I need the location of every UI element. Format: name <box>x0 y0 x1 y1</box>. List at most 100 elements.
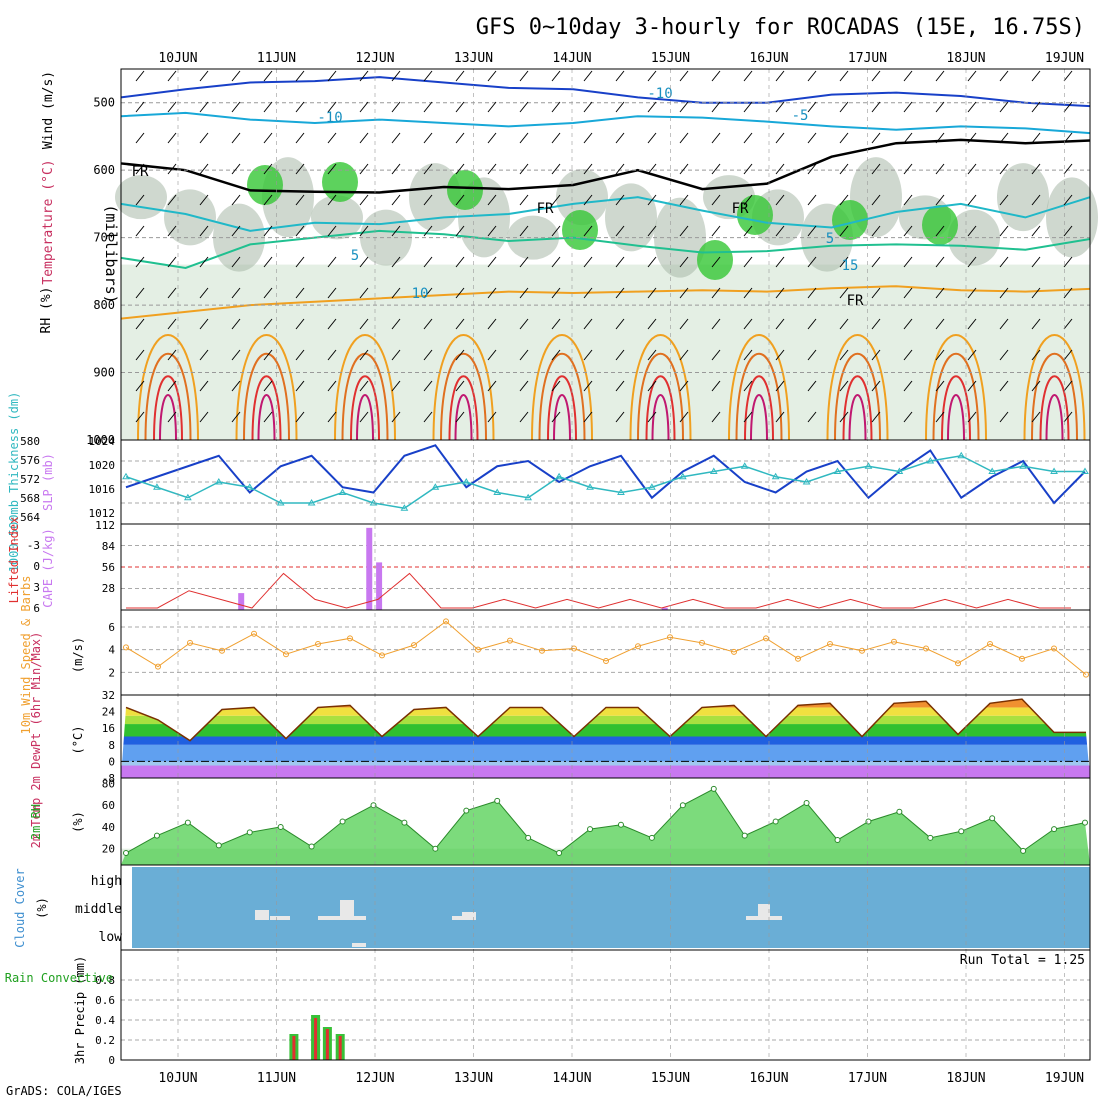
wind-barb <box>967 101 977 113</box>
thickness-marker <box>400 504 409 511</box>
thickness-marker <box>338 488 347 495</box>
wind-barb <box>967 380 977 392</box>
slp-right-tick: 1012 <box>89 507 116 520</box>
wind10-point <box>1019 655 1025 662</box>
chart-title: GFS 0~10day 3-hourly for ROCADAS (15E, 1… <box>476 15 1085 40</box>
wind-barb <box>231 287 241 299</box>
contour-label: 10 <box>412 286 429 302</box>
thickness-marker <box>153 483 161 490</box>
wind-barb <box>391 225 401 237</box>
wind-barb <box>679 287 689 299</box>
cape-right-label: CAPE (J/kg) <box>41 528 55 607</box>
wind-barb <box>903 101 913 113</box>
wind-barb <box>519 132 529 144</box>
wind-barb <box>743 194 753 206</box>
rh-green-blob <box>922 205 958 245</box>
wind-barb <box>775 256 785 268</box>
temp-label: 2m Temp 2m DewPt (6hr Min/Max) <box>29 632 43 849</box>
cloud-block <box>746 916 758 920</box>
wind-barb <box>263 101 273 113</box>
wind-barb <box>647 256 657 268</box>
precip-convective-bar <box>338 1036 342 1060</box>
thickness-marker <box>245 483 254 490</box>
rh-point <box>556 850 563 857</box>
rh-point <box>401 819 408 826</box>
wind-barb <box>1031 132 1041 144</box>
precip-tick: 0.4 <box>95 1014 115 1027</box>
wind-barb <box>231 225 241 237</box>
wind-barb <box>1063 349 1073 361</box>
rh-green-blob <box>322 162 358 202</box>
rh-point <box>339 818 346 825</box>
wind-barb <box>167 70 177 82</box>
wind-barb <box>327 349 337 361</box>
wind-barb <box>519 225 529 237</box>
rh-green-blob <box>247 165 283 205</box>
wind-barb <box>615 349 625 361</box>
wind-barb <box>455 411 465 423</box>
wind10-point <box>251 630 257 637</box>
temp-band <box>121 715 1090 725</box>
thickness-marker <box>1019 462 1028 469</box>
wind-barb <box>1063 194 1073 206</box>
wind-barb <box>839 225 849 237</box>
panel-border <box>120 949 1091 1061</box>
wind10-point <box>603 658 609 664</box>
temperature-contour <box>1045 394 1064 441</box>
wind-barb <box>999 101 1009 113</box>
wind10-point <box>859 647 865 654</box>
wind-barb <box>295 349 305 361</box>
wind-barb <box>903 380 913 392</box>
wind-barb <box>359 163 369 175</box>
cape-right-tick: 28 <box>102 582 115 595</box>
wind-barb <box>1031 163 1041 175</box>
wind-barb <box>487 132 497 144</box>
wind-barb <box>935 132 945 144</box>
contour-label: 15 <box>842 258 859 274</box>
wind-barb <box>327 163 337 175</box>
slp-left-tick: 568 <box>20 492 40 505</box>
date-label-top: 17JUN <box>848 51 887 66</box>
lifted-index-line <box>126 572 1071 609</box>
rh-point <box>927 834 934 841</box>
wind-barb <box>807 132 817 144</box>
wind-barb <box>903 163 913 175</box>
wind-barb <box>263 163 273 175</box>
cloud-bg <box>132 867 1090 948</box>
wind-barb <box>487 225 497 237</box>
wind-barb <box>807 318 817 330</box>
wind-barb <box>743 132 753 144</box>
wind-barb <box>1063 411 1073 423</box>
wind-barb <box>775 349 785 361</box>
wind-barb <box>455 318 465 330</box>
date-label-bottom: 11JUN <box>257 1071 296 1086</box>
cloud-block <box>255 910 269 920</box>
wind-barb <box>135 225 145 237</box>
temp-tick: 24 <box>102 706 116 719</box>
date-label-bottom: 14JUN <box>552 1071 591 1086</box>
wind-barb <box>711 225 721 237</box>
wind-barb <box>199 256 209 268</box>
wind-barb <box>871 380 881 392</box>
date-label-bottom: 17JUN <box>848 1071 887 1086</box>
wind-barb <box>967 349 977 361</box>
wind-barb <box>135 318 145 330</box>
wind-barb <box>935 163 945 175</box>
precip-convective-bar <box>292 1036 296 1060</box>
rh-gray-blob <box>997 163 1049 232</box>
rh-point <box>679 802 686 809</box>
wind-barb <box>487 349 497 361</box>
wind-barb <box>423 101 433 113</box>
temperature-contour <box>645 375 676 441</box>
wind-barb <box>295 163 305 175</box>
wind-barb <box>519 194 529 206</box>
wind-barb <box>871 132 881 144</box>
wind-barb <box>327 194 337 206</box>
date-label-top: 18JUN <box>946 51 985 66</box>
temperature-contour <box>932 353 980 441</box>
slp-right-tick: 1024 <box>89 435 116 448</box>
temp-tick: 8 <box>108 739 115 752</box>
temp-band <box>121 736 1090 745</box>
contour-label: FR <box>847 293 864 309</box>
wind-barb <box>679 225 689 237</box>
